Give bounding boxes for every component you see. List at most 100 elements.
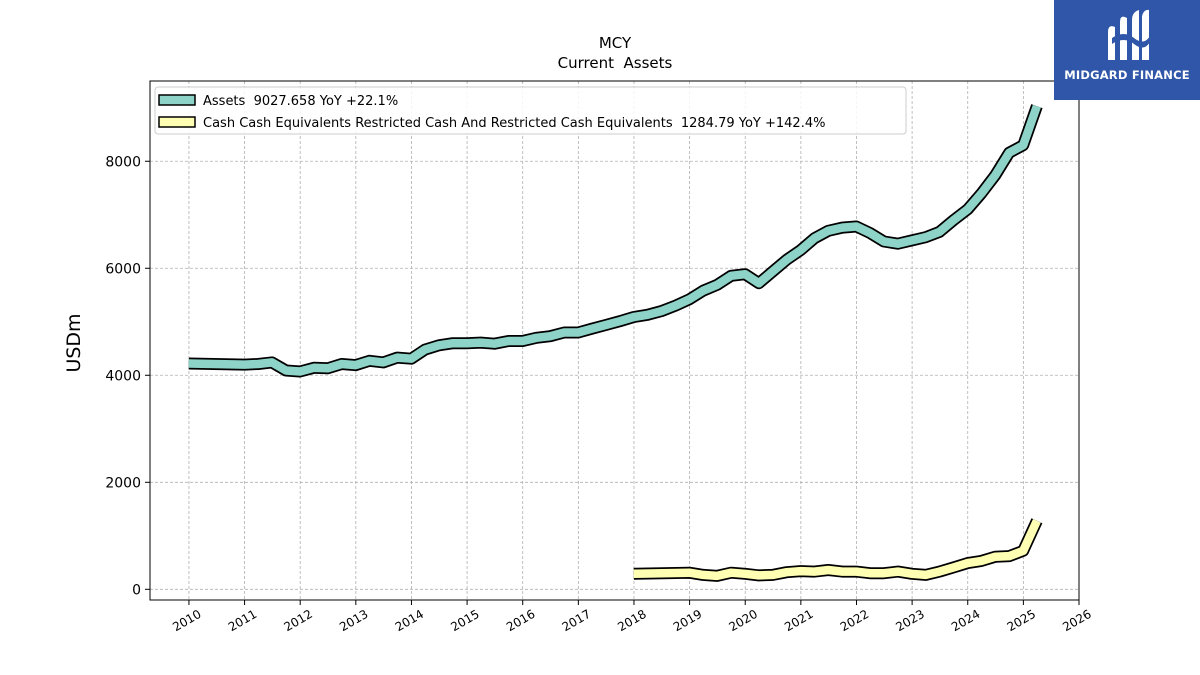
data-point [550,336,551,337]
data-point [828,230,829,231]
x-tick-label: 2013 [337,607,370,634]
midgard-m-logo-icon [1108,9,1150,61]
x-tick-label: 2025 [1005,607,1038,634]
data-point [758,575,759,576]
data-point [397,357,398,358]
legend-swatch-assets [158,94,196,106]
x-tick-label: 2024 [949,607,982,634]
data-point [953,567,954,568]
data-point [856,226,857,227]
x-tick-label: 2026 [1060,607,1093,634]
grid [150,81,1080,600]
data-point [564,332,565,333]
data-point [883,573,884,574]
brand-logo: MIDGARD FINANCE [1054,0,1200,100]
x-tick-label: 2023 [893,607,926,634]
data-point [369,360,370,361]
data-point [355,365,356,366]
chart-title: MCY [599,34,632,52]
data-point [1036,106,1037,107]
data-point [995,175,996,176]
data-point [869,232,870,233]
data-point [299,371,300,372]
legend-frame [154,86,907,135]
data-point [939,571,940,572]
data-point [1009,152,1010,153]
x-tick-label: 2019 [671,607,704,634]
x-tick-label: 2015 [448,607,481,634]
data-point [536,337,537,338]
data-point [341,363,342,364]
data-point [438,345,439,346]
data-point [786,259,787,260]
data-point [897,571,898,572]
legend: Assets 9027.658 YoY +22.1% Cash Cash Equ… [154,86,907,135]
x-tick-label: 2010 [170,607,203,634]
data-point [786,572,787,573]
data-point [689,572,690,573]
data-point [675,305,676,306]
data-point [383,362,384,363]
data-point [703,290,704,291]
data-point [814,238,815,239]
data-point [716,575,717,576]
data-point [814,571,815,572]
data-point [424,349,425,350]
data-point [466,343,467,344]
y-tick-label: 4000 [105,368,141,384]
legend-label-assets: Assets 9027.658 YoY +22.1% [203,94,398,109]
x-tick-label: 2012 [281,607,314,634]
data-point [619,321,620,322]
series-line-1 [633,519,1041,581]
series-layer [188,104,1043,582]
data-point [842,571,843,572]
data-point [842,227,843,228]
data-point [828,569,829,570]
data-point [800,250,801,251]
data-point [745,274,746,275]
data-point [1009,556,1010,557]
y-tick-label: 6000 [105,261,141,277]
data-point [633,573,634,574]
data-point [911,240,912,241]
data-point [508,340,509,341]
data-point [271,362,272,363]
y-tick-label: 8000 [105,154,141,170]
data-point [633,316,634,317]
data-point [911,573,912,574]
data-point [1023,550,1024,551]
x-tick-label: 2017 [560,607,593,634]
data-point [1023,145,1024,146]
data-point [480,342,481,343]
x-tick-label: 2020 [727,607,760,634]
data-point [661,311,662,312]
legend-swatch-cash [158,116,196,128]
data-point [772,574,773,575]
data-point [258,363,259,364]
y-tick-label: 0 [132,582,141,598]
data-point [1036,520,1037,521]
data-point [869,573,870,574]
x-tick-label: 2014 [393,607,426,634]
data-point [605,324,606,325]
data-point [967,209,968,210]
data-point [731,275,732,276]
data-point [967,563,968,564]
chart-subtitle: Current Assets [558,54,673,72]
data-point [731,572,732,573]
data-point [856,571,857,572]
x-tick-label: 2011 [226,607,259,634]
data-point [285,370,286,371]
plot-frame [149,80,1080,601]
y-axis-label: USDm [63,313,85,372]
data-point [494,343,495,344]
data-point [716,284,717,285]
data-point [578,332,579,333]
data-point [939,231,940,232]
data-point [981,560,982,561]
x-tick-label: 2021 [782,607,815,634]
data-point [745,573,746,574]
series-line-0 [188,104,1041,376]
data-point [925,237,926,238]
